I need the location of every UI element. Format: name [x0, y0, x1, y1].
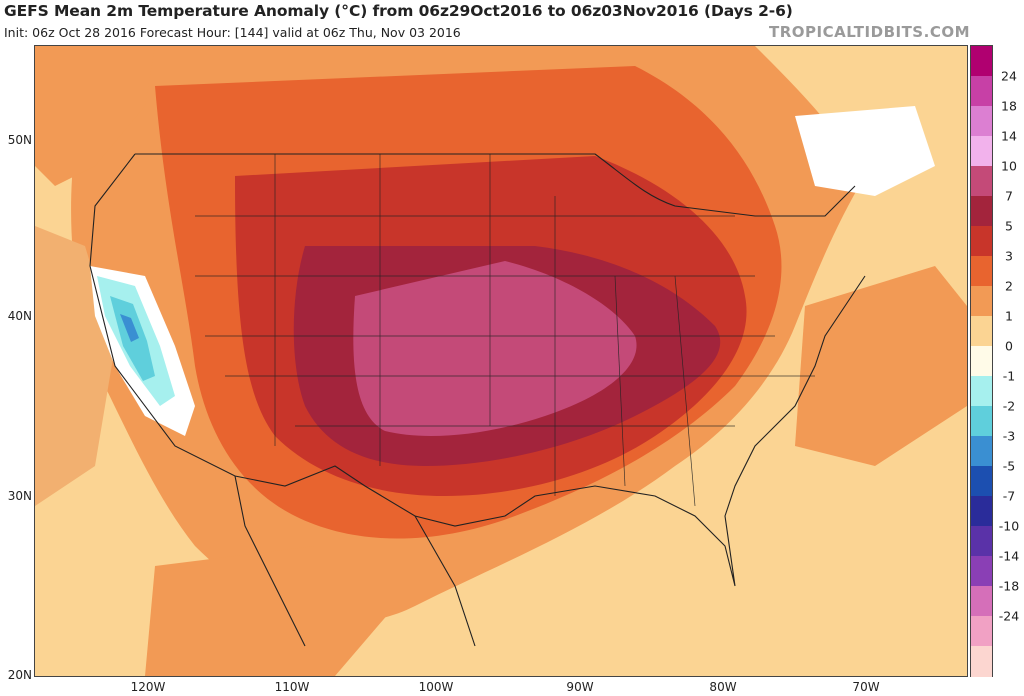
temperature-colorbar — [970, 45, 993, 677]
colorbar-label: -10 — [998, 518, 1020, 534]
political-boundaries — [89, 153, 866, 647]
colorbar-label: -7 — [1002, 488, 1016, 504]
colorbar-swatch — [971, 196, 992, 227]
colorbar-swatch — [971, 436, 992, 467]
colorbar-swatch — [971, 256, 992, 287]
colorbar-swatch — [971, 286, 992, 317]
colorbar-swatch — [971, 76, 992, 107]
lon-label-110w: 110W — [274, 680, 310, 694]
anomaly-zone-0-quebec — [795, 106, 935, 196]
colorbar-swatch — [971, 346, 992, 377]
colorbar-label: -3 — [1002, 428, 1016, 444]
anomaly-zone-10-core — [353, 261, 637, 436]
colorbar-swatch — [971, 106, 992, 137]
brand-watermark: TROPICALTIDBITS.COM — [769, 23, 970, 41]
colorbar-label: -18 — [998, 578, 1020, 594]
colorbar-swatch — [971, 526, 992, 557]
colorbar-swatch — [971, 586, 992, 617]
lon-label-70w: 70W — [852, 680, 880, 694]
lon-label-120w: 120W — [130, 680, 166, 694]
lon-label-100w: 100W — [418, 680, 454, 694]
colorbar-swatch — [971, 496, 992, 527]
colorbar-label: 18 — [1001, 98, 1017, 114]
colorbar-label: 5 — [1005, 218, 1013, 234]
anomaly-zone-2-nw — [35, 46, 155, 186]
state-boundaries — [195, 154, 815, 507]
lon-label-80w: 80W — [709, 680, 737, 694]
colorbar-label: 7 — [1005, 188, 1013, 204]
colorbar-swatch — [971, 616, 992, 647]
lat-label-20n: 20N — [7, 668, 32, 682]
temperature-anomaly-map — [34, 45, 968, 677]
map-title: GEFS Mean 2m Temperature Anomaly (°C) fr… — [4, 2, 793, 20]
map-subtitle: Init: 06z Oct 28 2016 Forecast Hour: [14… — [4, 25, 461, 40]
colorbar-label: -2 — [1002, 398, 1016, 414]
colorbar-label: 1 — [1005, 308, 1013, 324]
colorbar-swatch — [971, 376, 992, 407]
colorbar-label: -14 — [998, 548, 1020, 564]
colorbar-swatch — [971, 466, 992, 497]
lat-label-40n: 40N — [7, 309, 32, 323]
baja-coast — [234, 475, 306, 647]
colorbar-swatch — [971, 406, 992, 437]
colorbar-swatch — [971, 646, 992, 677]
colorbar-swatch — [971, 316, 992, 347]
colorbar-label: 14 — [1001, 128, 1017, 144]
colorbar-label: 10 — [1001, 158, 1017, 174]
colorbar-label: -5 — [1002, 458, 1016, 474]
colorbar-swatch — [971, 46, 992, 77]
anomaly-zone-neg3-california — [120, 314, 139, 342]
colorbar-swatch — [971, 226, 992, 257]
colorbar-label: 24 — [1001, 68, 1017, 84]
colorbar-label: 3 — [1005, 248, 1013, 264]
colorbar-label: 0 — [1005, 338, 1013, 354]
colorbar-swatch — [971, 556, 992, 587]
anomaly-zone-2-mexico — [145, 546, 395, 676]
colorbar-label: 2 — [1005, 278, 1013, 294]
colorbar-label: -1 — [1002, 368, 1016, 384]
lat-label-30n: 30N — [7, 489, 32, 503]
colorbar-label: -24 — [998, 608, 1020, 624]
us-canada-border — [135, 153, 856, 217]
mexico-gulf-coast — [414, 515, 476, 647]
colorbar-swatch — [971, 166, 992, 197]
colorbar-swatch — [971, 136, 992, 167]
us-coastline — [89, 153, 866, 587]
lat-label-50n: 50N — [7, 133, 32, 147]
lon-label-90w: 90W — [566, 680, 594, 694]
map-canvas — [35, 46, 967, 676]
